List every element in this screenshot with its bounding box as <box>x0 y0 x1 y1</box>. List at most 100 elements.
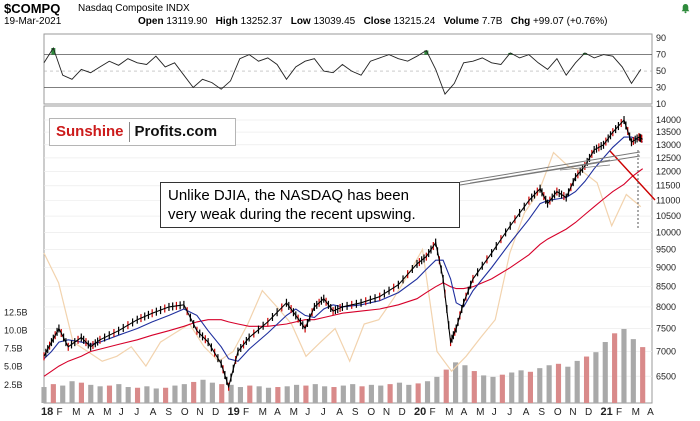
x-tick-label: M <box>290 407 298 418</box>
volume-bar <box>350 384 356 403</box>
volume-bar <box>537 368 543 403</box>
x-tick-label: M <box>476 407 484 418</box>
volume-bar <box>434 376 440 403</box>
rsi-overbought-fill <box>51 48 56 55</box>
annotation-box: Unlike DJIA, the NASDAQ has been very we… <box>160 182 460 228</box>
volume-bar <box>181 384 187 403</box>
volume-bar <box>387 384 393 403</box>
high-label: High <box>215 16 238 27</box>
index-name: Nasdaq Composite INDX <box>78 3 190 14</box>
volume-bar <box>481 375 487 403</box>
volume-bar <box>471 371 477 403</box>
volume-bar <box>406 384 412 403</box>
x-tick-label: O <box>181 407 189 418</box>
x-tick-label: M <box>259 407 267 418</box>
rsi-overbought-fill <box>582 52 587 55</box>
volume-bar <box>78 382 84 403</box>
price-tick-label: 12000 <box>656 166 681 176</box>
guide-line-2 <box>459 155 641 186</box>
rsi-overbought-fill <box>508 52 513 55</box>
quote-date: 19-Mar-2021 <box>4 16 62 27</box>
x-tick-label: M <box>72 407 80 418</box>
x-tick-label: J <box>321 407 326 418</box>
dow-overlay-line <box>43 151 642 373</box>
volume-bar <box>172 385 178 403</box>
logo-profits: Profits.com <box>134 123 218 140</box>
volume-bar <box>265 387 272 403</box>
x-tick-label: J <box>134 407 139 418</box>
volume-bar <box>125 387 131 403</box>
volume-bar <box>144 386 150 403</box>
x-tick-label: F <box>243 407 249 418</box>
x-tick-label: A <box>336 407 343 418</box>
volume-bar <box>331 387 337 403</box>
annotation-line-1: Unlike DJIA, the NASDAQ has been <box>168 187 409 204</box>
volume-bar <box>293 384 300 403</box>
volume-bar <box>237 387 244 403</box>
price-tick-label: 13000 <box>656 140 681 150</box>
volume-bar <box>200 379 206 403</box>
logo-divider <box>128 122 130 143</box>
x-tick-label: O <box>367 407 375 418</box>
volume-bar <box>583 356 590 403</box>
volume-label: Volume <box>443 16 480 27</box>
volume-tick-label: 2.5B <box>4 380 23 390</box>
volume-bar <box>453 362 459 403</box>
volume-tick-label: 10.0B <box>4 325 28 335</box>
x-tick-label: S <box>352 407 359 418</box>
x-tick-label: A <box>647 407 654 418</box>
volume-bar <box>490 376 496 403</box>
volume-bar <box>219 384 225 403</box>
volume-bar <box>621 328 627 403</box>
volume-bar <box>284 386 290 403</box>
volume-bar <box>378 385 384 403</box>
volume-bar <box>424 381 431 403</box>
x-tick-label: M <box>445 407 453 418</box>
volume-bar <box>574 360 580 403</box>
x-tick-label: D <box>398 407 405 418</box>
volume-bar <box>443 369 449 403</box>
low-label: Low <box>290 16 311 27</box>
rsi-tick-label: 50 <box>656 66 666 76</box>
high-value: 13252.37 <box>240 16 283 27</box>
volume-bar <box>228 384 234 403</box>
price-tick-label: 8000 <box>656 302 676 312</box>
volume-bar <box>415 383 421 403</box>
price-tick-label: 7500 <box>656 323 676 333</box>
volume-bar <box>640 347 646 403</box>
x-tick-label: S <box>165 407 172 418</box>
volume-bar <box>612 333 618 403</box>
volume-bar <box>275 387 281 403</box>
ticker-symbol: $COMPQ <box>4 1 61 16</box>
volume-tick-label: 12.5B <box>4 307 28 317</box>
bell-icon[interactable] <box>680 3 691 14</box>
x-tick-label: A <box>461 407 468 418</box>
volume-bar <box>602 342 608 403</box>
price-tick-label: 11500 <box>656 181 680 191</box>
volume-bar <box>518 370 524 403</box>
rsi-tick-label: 90 <box>656 33 666 43</box>
volume-bar <box>527 371 533 403</box>
volume-bar <box>509 372 515 403</box>
annotation-line-2: very weak during the recent upswing. <box>168 206 416 223</box>
volume-bar <box>97 386 103 403</box>
volume-bar <box>50 384 56 403</box>
x-tick-label: M <box>632 407 640 418</box>
volume-bar <box>303 385 309 403</box>
volume-bar <box>593 352 599 403</box>
x-tick-label: F <box>57 407 63 418</box>
volume-value: 7.7B <box>481 16 503 27</box>
guide-line-1 <box>459 151 641 183</box>
x-tick-label: M <box>103 407 111 418</box>
x-tick-label: J <box>492 407 497 418</box>
x-tick-label: 19 <box>228 406 240 418</box>
x-tick-label: N <box>196 407 203 418</box>
x-tick-label: 18 <box>41 406 53 418</box>
x-tick-label: J <box>507 407 512 418</box>
x-tick-label: J <box>305 407 310 418</box>
rsi-tick-label: 70 <box>656 50 666 60</box>
volume-bar <box>191 381 197 403</box>
price-tick-label: 8500 <box>656 282 676 292</box>
rsi-tick-label: 30 <box>656 83 666 93</box>
